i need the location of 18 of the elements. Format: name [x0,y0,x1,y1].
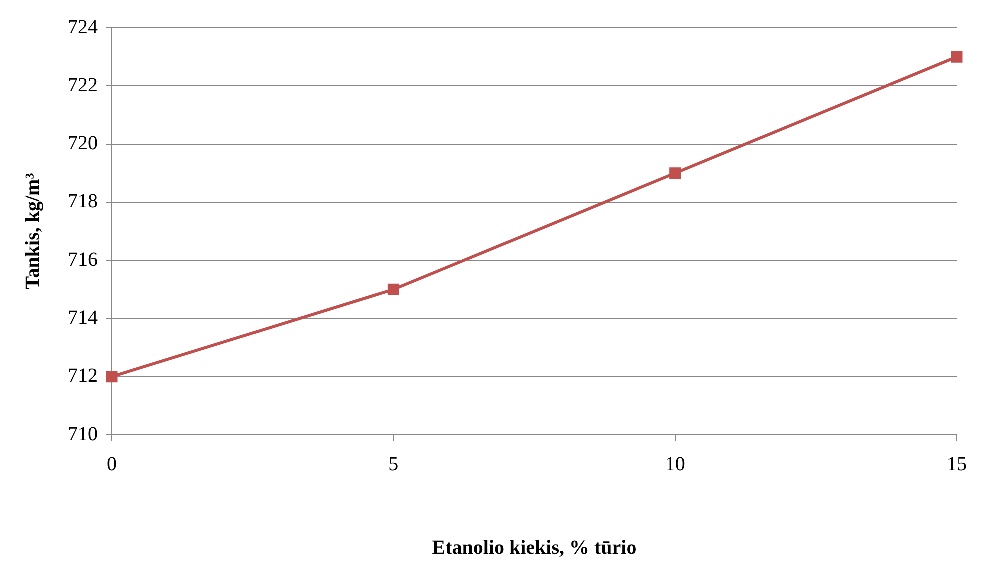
x-tick-label: 0 [107,453,117,476]
y-axis-title: Tankis, kg/m³ [22,173,44,290]
y-tick-label: 710 [68,423,98,446]
x-tick-label: 5 [388,453,399,476]
y-tick-label: 722 [68,74,98,96]
y-tick-label: 720 [68,132,98,155]
y-tick-label: 712 [68,365,98,388]
point [670,168,682,180]
y-tick-label: 718 [68,190,98,213]
x-tick-label: 15 [947,453,967,476]
y-tick-label: 716 [68,248,98,271]
x-axis-title: Etanolio kiekis, % tūrio [432,537,637,560]
point [388,284,400,296]
point [106,371,118,383]
y-tick-label: 724 [68,16,98,38]
x-tick-label: 10 [665,453,686,476]
point [951,51,963,63]
y-tick-label: 714 [68,306,98,329]
